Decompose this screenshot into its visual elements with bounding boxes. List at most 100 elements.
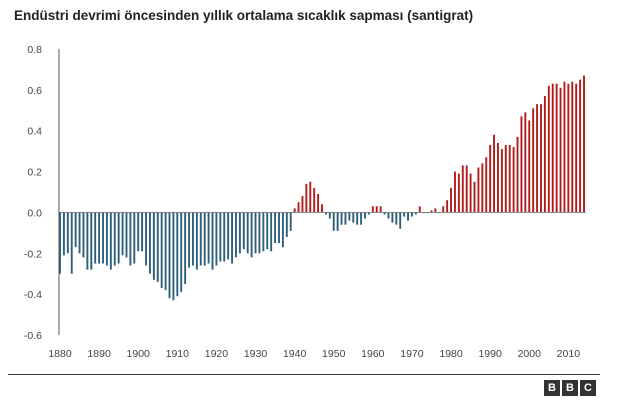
bar-1893 — [109, 212, 112, 270]
bar-1924 — [231, 212, 234, 264]
bar-1915 — [195, 212, 198, 270]
bar-1948 — [324, 212, 327, 215]
bar-1946 — [317, 194, 320, 213]
bar-1897 — [125, 212, 128, 258]
bar-1970 — [410, 212, 413, 217]
y-tick-label: 0.0 — [27, 207, 42, 219]
bbc-logo: B B C — [544, 380, 596, 396]
bar-1909 — [172, 212, 175, 301]
bar-1994 — [504, 145, 507, 213]
bar-2011 — [571, 81, 574, 213]
bar-1912 — [184, 212, 187, 284]
bar-1914 — [192, 212, 194, 266]
bar-1902 — [145, 212, 147, 266]
bar-1947 — [321, 204, 323, 213]
bar-1992 — [497, 142, 499, 213]
bar-1944 — [309, 181, 312, 213]
bar-1920 — [215, 212, 218, 266]
bar-1990 — [489, 145, 492, 213]
bar-1895 — [117, 212, 120, 264]
bar-2001 — [532, 108, 535, 213]
bar-1941 — [297, 202, 300, 213]
bar-1930 — [254, 212, 257, 254]
bar-1956 — [356, 212, 359, 225]
chart-title: Endüstri devrimi öncesinden yıllık ortal… — [14, 8, 474, 23]
bar-1935 — [274, 212, 277, 244]
bar-1976 — [434, 208, 437, 213]
bar-1890 — [98, 212, 101, 264]
bar-1951 — [336, 212, 339, 231]
bar-1908 — [168, 212, 171, 299]
bar-1927 — [242, 212, 245, 250]
bar-1883 — [70, 212, 73, 274]
bar-1949 — [328, 212, 331, 219]
bar-1986 — [473, 181, 476, 213]
x-tick-label: 1940 — [283, 348, 307, 360]
bar-1965 — [391, 212, 394, 223]
bar-2000 — [528, 120, 531, 213]
bar-1952 — [340, 212, 343, 225]
bar-1907 — [164, 212, 167, 291]
bar-1962 — [379, 206, 382, 213]
bar-1978 — [442, 206, 445, 213]
bar-1888 — [90, 212, 93, 270]
bar-2013 — [579, 79, 582, 213]
bar-1993 — [500, 149, 503, 213]
y-tick-label: 0.6 — [27, 85, 42, 97]
bar-1904 — [152, 212, 155, 280]
bar-1887 — [86, 212, 89, 270]
bar-1929 — [250, 212, 253, 258]
bar-1979 — [446, 200, 449, 213]
bar-2004 — [543, 95, 546, 213]
bar-1997 — [516, 136, 519, 213]
bar-1899 — [133, 212, 136, 264]
bar-1981 — [454, 171, 456, 213]
x-axis-tick-labels: 1880 1890 1900 1910 1920 1930 1940 1950 1960 1970… — [48, 348, 580, 360]
x-tick-label: 1920 — [205, 348, 229, 360]
bar-1910 — [176, 212, 179, 297]
bar-1931 — [258, 212, 261, 254]
x-tick-label: 1890 — [87, 348, 111, 360]
bar-1999 — [524, 112, 527, 213]
bar-1938 — [285, 212, 288, 237]
bar-2009 — [563, 81, 566, 213]
bar-1969 — [407, 212, 409, 221]
y-tick-label: -0.6 — [24, 330, 42, 342]
logo-letter-c: C — [580, 380, 596, 396]
bar-2006 — [551, 83, 554, 213]
bar-1891 — [102, 212, 104, 264]
bar-1998 — [520, 116, 523, 213]
bar-1903 — [148, 212, 151, 274]
bar-1987 — [477, 167, 480, 213]
bar-1989 — [485, 157, 488, 213]
bar-1991 — [493, 134, 496, 213]
bar-1933 — [266, 212, 269, 250]
bar-1922 — [223, 212, 226, 262]
bar-1937 — [281, 212, 284, 248]
bar-1967 — [399, 212, 402, 229]
bar-1936 — [278, 212, 280, 244]
bar-1960 — [371, 206, 374, 213]
bar-1913 — [188, 212, 190, 268]
bar-1898 — [129, 212, 132, 266]
bar-1943 — [305, 183, 308, 213]
bar-1959 — [367, 212, 370, 215]
y-tick-label: 0.4 — [27, 126, 42, 138]
bar-2012 — [575, 83, 578, 213]
bar-1975 — [430, 210, 433, 213]
bar-1985 — [469, 173, 472, 213]
bar-series — [59, 75, 585, 301]
x-tick-label: 1980 — [439, 348, 463, 360]
bar-1900 — [137, 212, 140, 252]
y-tick-label: 0.8 — [27, 44, 42, 56]
bar-2010 — [567, 83, 570, 213]
bar-1971 — [414, 212, 417, 215]
logo-letter-b2: B — [562, 380, 578, 396]
bar-1945 — [313, 187, 316, 213]
bar-1934 — [270, 212, 273, 252]
bar-1966 — [395, 212, 398, 225]
bar-2002 — [536, 104, 539, 213]
x-tick-label: 2010 — [557, 348, 581, 360]
bar-1968 — [403, 212, 406, 217]
bar-1884 — [74, 212, 77, 248]
